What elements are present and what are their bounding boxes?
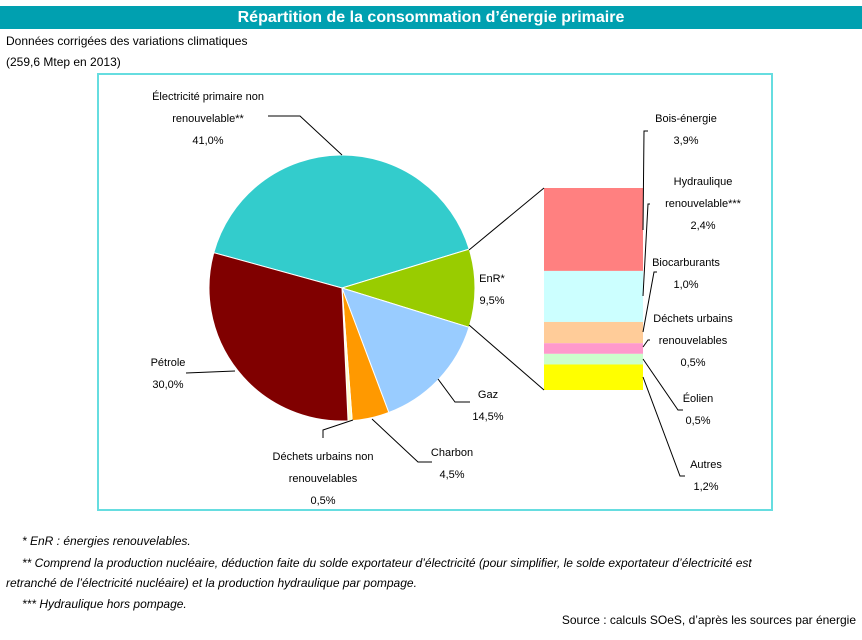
pie-label-4: Déchets urbains non [273, 451, 374, 463]
bar-segment-0 [544, 188, 643, 271]
leader-line [322, 419, 354, 438]
leader-line [185, 370, 236, 374]
pie-label-2: Gaz [478, 389, 498, 401]
bar-label-2: Biocarburants [652, 257, 720, 269]
bar-label-0: 3,9% [673, 135, 698, 147]
leader-line [642, 130, 648, 231]
chart-frame [97, 73, 773, 511]
pie-label-1: EnR* [479, 273, 505, 285]
bar-segment-5 [544, 364, 643, 390]
pie-label-1: 9,5% [479, 295, 504, 307]
pie-label-4: renouvelables [289, 473, 358, 485]
pie-slice-5 [208, 252, 349, 422]
bar-label-3: 0,5% [680, 357, 705, 369]
bar-label-5: Autres [690, 459, 722, 471]
leader-line [642, 203, 650, 297]
bar-label-1: Hydraulique [674, 176, 733, 188]
bar-label-4: Éolien [683, 392, 714, 405]
pie-label-0: renouvelable** [172, 113, 244, 125]
bar-label-3: Déchets urbains [653, 313, 733, 325]
footnote-1: * EnR : énergies renouvelables. [22, 534, 191, 548]
leader-line [437, 378, 470, 403]
pie-label-3: Charbon [431, 447, 473, 459]
bar-label-0: Bois-énergie [655, 113, 717, 125]
leader-line [642, 376, 685, 477]
pie-label-3: 4,5% [439, 469, 464, 481]
footnote-2-cont: retranché de l’électricité nucléaire) et… [6, 576, 417, 590]
footnote-3: *** Hydraulique hors pompage. [22, 597, 187, 611]
subtitle: Données corrigées des variations climati… [6, 34, 248, 48]
bar-label-1: 2,4% [690, 220, 715, 232]
bar-segment-2 [544, 321, 643, 344]
pie-label-5: 30,0% [152, 379, 183, 391]
bar-label-4: 0,5% [685, 415, 710, 427]
pie-label-0: Électricité primaire non [152, 90, 264, 103]
pie-label-4: 0,5% [310, 495, 335, 507]
bar-label-2: 1,0% [673, 279, 698, 291]
leader-line [642, 271, 657, 333]
pie-label-0: 41,0% [192, 135, 223, 147]
bar-segment-3 [544, 343, 643, 354]
bar-label-1: renouvelable*** [665, 198, 742, 210]
source-note: Source : calculs SOeS, d’après les sourc… [561, 613, 856, 627]
pie-label-2: 14,5% [472, 411, 503, 423]
leader-line [642, 358, 683, 411]
pie-label-5: Pétrole [151, 357, 186, 369]
bar-label-5: 1,2% [693, 481, 718, 493]
bar-segment-4 [544, 353, 643, 365]
footnote-2: ** Comprend la production nucléaire, déd… [22, 556, 752, 570]
leader-line [642, 339, 650, 348]
bar-segment-1 [544, 270, 643, 322]
chart-title: Répartition de la consommation d’énergie… [0, 6, 862, 29]
leader-line [268, 115, 343, 156]
leader-line [371, 418, 432, 463]
subtitle-total: (259,6 Mtep en 2013) [6, 55, 121, 69]
bar-label-3: renouvelables [659, 335, 728, 347]
connector-line [468, 324, 545, 391]
connector-line [468, 187, 545, 251]
pie-slice-0 [213, 154, 470, 289]
